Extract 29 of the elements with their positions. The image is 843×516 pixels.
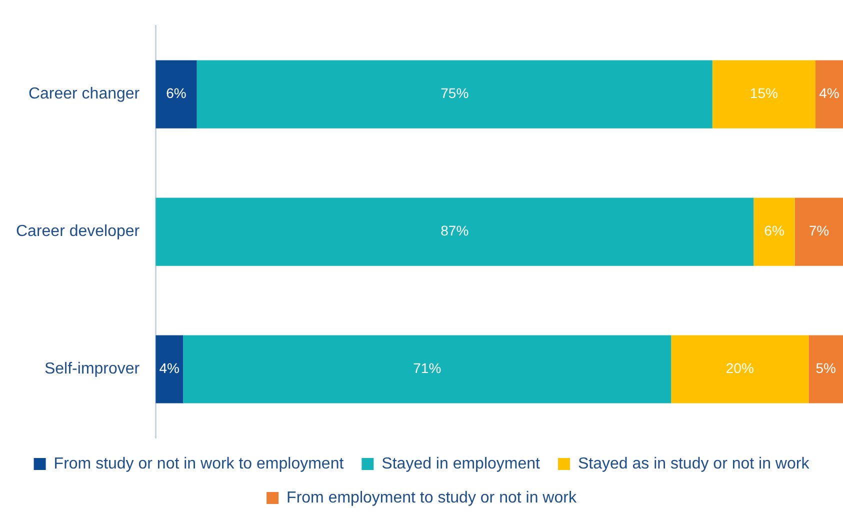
y-tick-label: Career changer <box>28 86 140 103</box>
legend-label: Stayed in employment <box>382 455 541 472</box>
bar <box>816 60 843 128</box>
data-label: 4% <box>819 85 840 102</box>
y-tick-label: Self-improver <box>44 360 140 378</box>
bar <box>794 198 843 266</box>
data-label: 87% <box>440 222 469 239</box>
data-label: 75% <box>440 85 469 102</box>
bar <box>196 60 712 128</box>
data-label: 5% <box>816 360 836 376</box>
data-label: 7% <box>808 222 830 239</box>
bar <box>671 335 809 404</box>
bar <box>712 60 816 128</box>
bar <box>156 60 197 128</box>
data-label: 6% <box>166 85 186 102</box>
bar <box>808 335 843 404</box>
legend-label: From study or not in work to employment <box>54 455 344 472</box>
bar <box>156 198 754 266</box>
bar <box>754 198 795 266</box>
y-tick-label: Career developer <box>16 223 140 240</box>
data-label: 4% <box>159 360 180 376</box>
data-label: 15% <box>750 85 778 102</box>
bar <box>183 335 672 404</box>
data-label: 6% <box>764 222 784 239</box>
legend-label: From employment to study or not in work <box>286 489 578 506</box>
data-label: 20% <box>726 360 754 376</box>
bar <box>156 335 184 404</box>
data-label: 71% <box>413 360 442 376</box>
legend-label: Stayed as in study or not in work <box>578 455 810 472</box>
